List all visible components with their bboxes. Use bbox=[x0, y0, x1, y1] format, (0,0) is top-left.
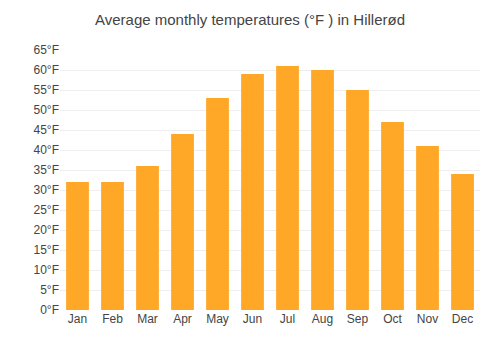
svg-text:Jan: Jan bbox=[68, 312, 87, 326]
svg-text:Oct: Oct bbox=[383, 312, 402, 326]
svg-text:May: May bbox=[206, 312, 229, 326]
svg-text:Nov: Nov bbox=[417, 312, 438, 326]
svg-text:35°F: 35°F bbox=[34, 163, 59, 177]
svg-text:55°F: 55°F bbox=[34, 83, 59, 97]
svg-text:Average monthly temperatures (: Average monthly temperatures (°F ) in Hi… bbox=[95, 11, 405, 28]
svg-text:10°F: 10°F bbox=[34, 263, 59, 277]
svg-text:5°F: 5°F bbox=[40, 283, 59, 297]
svg-text:60°F: 60°F bbox=[34, 63, 59, 77]
svg-text:40°F: 40°F bbox=[34, 143, 59, 157]
svg-text:Mar: Mar bbox=[137, 312, 158, 326]
svg-text:25°F: 25°F bbox=[34, 203, 59, 217]
svg-text:30°F: 30°F bbox=[34, 183, 59, 197]
svg-text:0°F: 0°F bbox=[40, 303, 59, 317]
svg-text:45°F: 45°F bbox=[34, 123, 59, 137]
svg-text:Apr: Apr bbox=[173, 312, 192, 326]
svg-text:65°F: 65°F bbox=[34, 43, 59, 57]
svg-text:50°F: 50°F bbox=[34, 103, 59, 117]
svg-text:Sep: Sep bbox=[347, 312, 369, 326]
svg-text:Aug: Aug bbox=[312, 312, 333, 326]
svg-text:Feb: Feb bbox=[102, 312, 123, 326]
svg-text:15°F: 15°F bbox=[34, 243, 59, 257]
svg-text:Jun: Jun bbox=[243, 312, 262, 326]
svg-text:Dec: Dec bbox=[452, 312, 473, 326]
svg-text:Jul: Jul bbox=[280, 312, 295, 326]
svg-text:20°F: 20°F bbox=[34, 223, 59, 237]
